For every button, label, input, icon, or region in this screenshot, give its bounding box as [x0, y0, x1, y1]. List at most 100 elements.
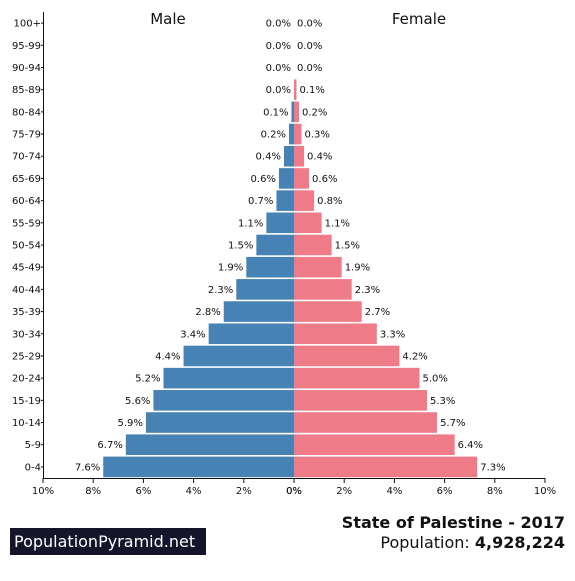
bar-male-55-59 — [266, 212, 294, 234]
x-tick-left-2: 6% — [135, 486, 151, 497]
label-female-5-9: 6.4% — [458, 440, 483, 451]
label-male-100+: 0.0% — [266, 19, 291, 30]
bar-male-45-49 — [246, 256, 294, 278]
label-male-85-89: 0.0% — [266, 85, 291, 96]
bar-female-45-49 — [294, 256, 342, 278]
tick-age-0-4: 0-4 — [25, 462, 41, 473]
bar-male-65-69 — [278, 168, 294, 189]
bar-female-85-89 — [294, 79, 297, 100]
bar-female-25-29 — [294, 345, 400, 367]
legend-female: Female — [392, 10, 446, 28]
label-male-50-54: 1.5% — [228, 241, 253, 252]
tick-age-55-59: 55-59 — [12, 218, 41, 229]
label-male-55-59: 1.1% — [238, 218, 263, 229]
tick-age-95-99: 95-99 — [12, 41, 41, 52]
bar-female-15-19 — [294, 390, 428, 411]
bar-male-40-44 — [236, 279, 294, 300]
label-male-45-49: 1.9% — [218, 263, 243, 274]
tick-age-100+: 100+ — [14, 19, 41, 30]
tick-age-35-39: 35-39 — [12, 307, 41, 318]
label-male-0-4: 7.6% — [75, 462, 100, 473]
label-male-35-39: 2.8% — [195, 307, 220, 318]
bar-female-80-84 — [294, 101, 300, 123]
bar-male-0-4 — [103, 456, 295, 478]
label-female-95-99: 0.0% — [297, 41, 322, 52]
label-male-75-79: 0.2% — [261, 130, 286, 141]
label-male-20-24: 5.2% — [135, 374, 160, 385]
tick-age-20-24: 20-24 — [12, 374, 41, 385]
tick-age-30-34: 30-34 — [12, 329, 41, 340]
label-female-100+: 0.0% — [297, 19, 322, 30]
tick-age-40-44: 40-44 — [12, 285, 41, 296]
population-label: Population: — [380, 533, 470, 552]
label-female-80-84: 0.2% — [302, 107, 327, 118]
x-tick-right-5: 10% — [534, 486, 556, 497]
brand-logo[interactable]: PopulationPyramid.net — [10, 528, 206, 555]
x-tick-left-5: 0% — [286, 486, 302, 497]
bar-female-20-24 — [294, 367, 420, 389]
bar-male-30-34 — [208, 323, 294, 345]
bar-male-10-14 — [145, 412, 294, 433]
bar-female-60-64 — [294, 190, 315, 211]
tick-age-75-79: 75-79 — [12, 130, 41, 141]
label-male-80-84: 0.1% — [263, 107, 288, 118]
label-male-65-69: 0.6% — [251, 174, 276, 185]
bar-male-15-19 — [153, 390, 294, 411]
legend-male: Male — [150, 10, 186, 28]
x-tick-right-4: 8% — [487, 486, 503, 497]
bar-male-25-29 — [183, 345, 294, 367]
population-value: 4,928,224 — [474, 533, 565, 552]
bar-male-20-24 — [163, 367, 294, 389]
bar-male-80-84 — [291, 101, 294, 123]
label-female-55-59: 1.1% — [325, 218, 350, 229]
label-male-30-34: 3.4% — [180, 329, 205, 340]
tick-age-15-19: 15-19 — [12, 396, 41, 407]
tick-age-10-14: 10-14 — [12, 418, 41, 429]
x-tick-right-1: 2% — [336, 486, 352, 497]
x-tick-right-0: 0% — [286, 486, 302, 497]
bar-female-10-14 — [294, 412, 438, 433]
label-female-20-24: 5.0% — [423, 374, 448, 385]
tick-age-80-84: 80-84 — [12, 107, 41, 118]
bar-female-50-54 — [294, 234, 332, 256]
label-female-75-79: 0.3% — [305, 130, 330, 141]
bar-male-75-79 — [288, 123, 294, 145]
x-tick-left-0: 10% — [32, 486, 54, 497]
bar-female-55-59 — [294, 212, 322, 234]
label-female-45-49: 1.9% — [345, 263, 370, 274]
tick-age-5-9: 5-9 — [25, 440, 41, 451]
label-female-35-39: 2.7% — [365, 307, 390, 318]
tick-age-45-49: 45-49 — [12, 263, 41, 274]
bar-female-0-4 — [294, 456, 478, 478]
label-female-90-94: 0.0% — [297, 63, 322, 74]
population-pyramid-chart: Male Female 7.6% 7.3% 0-4 6.7% 6.4% 5-9 5.9% 5.7%… — [12, 10, 556, 497]
label-male-40-44: 2.3% — [208, 285, 233, 296]
label-female-40-44: 2.3% — [355, 285, 380, 296]
label-female-60-64: 0.8% — [317, 196, 342, 207]
tick-age-70-74: 70-74 — [12, 152, 41, 163]
label-male-95-99: 0.0% — [266, 41, 291, 52]
chart-title: State of Palestine - 2017 — [341, 513, 565, 532]
bar-female-35-39 — [294, 301, 362, 322]
bar-female-65-69 — [294, 168, 310, 189]
bar-female-70-74 — [294, 145, 305, 167]
label-male-70-74: 0.4% — [256, 152, 281, 163]
bar-male-50-54 — [256, 234, 294, 256]
bar-female-40-44 — [294, 279, 352, 300]
label-female-65-69: 0.6% — [312, 174, 337, 185]
bar-female-75-79 — [294, 123, 302, 145]
bar-male-35-39 — [223, 301, 294, 322]
bar-male-5-9 — [125, 434, 294, 456]
label-female-70-74: 0.4% — [307, 152, 332, 163]
label-female-15-19: 5.3% — [430, 396, 455, 407]
population-summary: Population: 4,928,224 — [380, 533, 565, 552]
bar-female-5-9 — [294, 434, 455, 456]
label-male-25-29: 4.4% — [155, 351, 180, 362]
bar-male-60-64 — [276, 190, 294, 211]
label-female-85-89: 0.1% — [300, 85, 325, 96]
bar-female-30-34 — [294, 323, 377, 345]
label-male-90-94: 0.0% — [266, 63, 291, 74]
x-tick-right-2: 4% — [386, 486, 402, 497]
label-male-60-64: 0.7% — [248, 196, 273, 207]
label-female-30-34: 3.3% — [380, 329, 405, 340]
